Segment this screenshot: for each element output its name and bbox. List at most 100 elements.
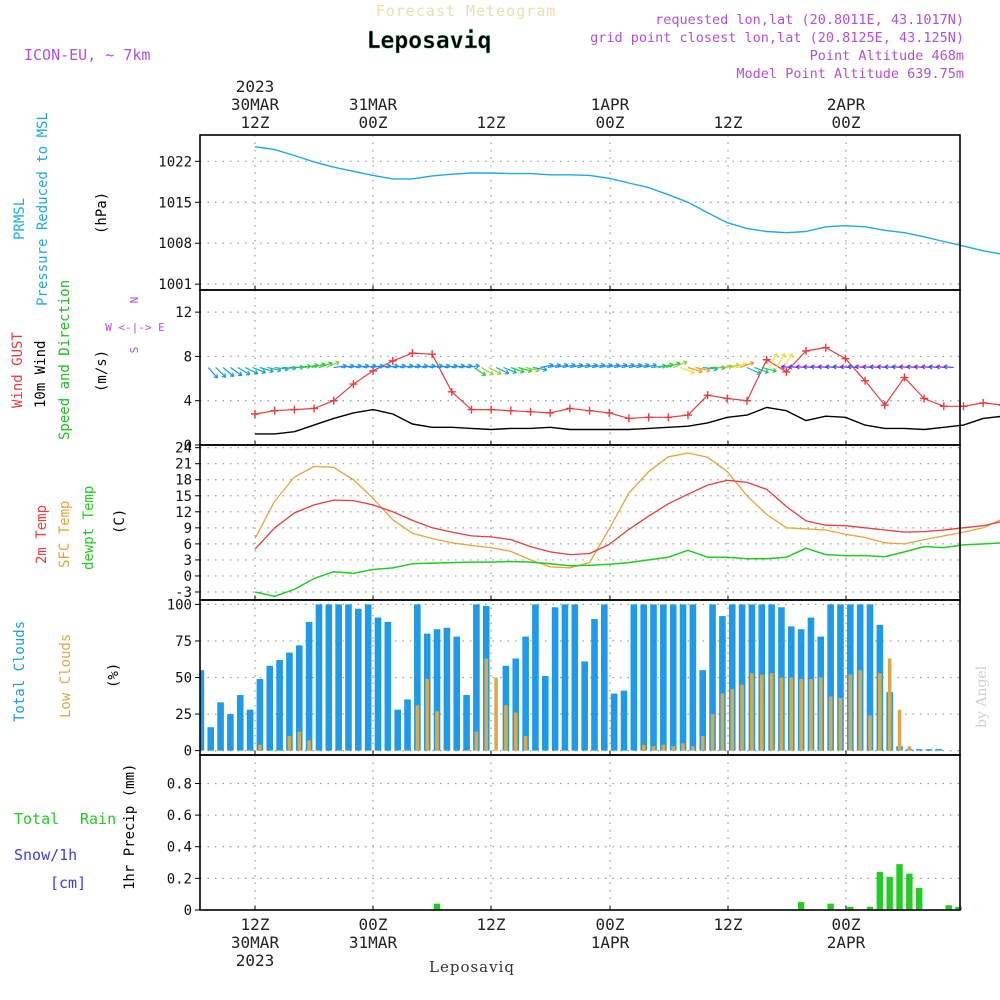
wind-arrow-head	[876, 364, 882, 370]
total-cloud-bar	[453, 636, 461, 751]
total-cloud-bar	[630, 604, 638, 751]
model-altitude: Model Point Altitude 639.75m	[736, 66, 964, 82]
total-cloud-bar	[610, 693, 618, 751]
wind-direction-arrow	[540, 364, 554, 369]
gust-marker	[979, 398, 988, 407]
model-label: ICON-EU, ~ 7km	[24, 46, 150, 64]
wind-direction-arrow	[518, 366, 532, 372]
total-cloud-bar	[601, 604, 608, 751]
wind-direction-arrow	[577, 364, 591, 369]
wind-direction-arrow	[385, 365, 399, 369]
low-cloud-bar	[504, 705, 508, 751]
low-cloud-bar	[878, 673, 882, 751]
wind-direction-arrow	[776, 353, 786, 368]
y-tick-label: 25	[175, 707, 192, 723]
wind-arrow-head	[773, 353, 778, 358]
low-cloud-bar	[730, 689, 735, 751]
total-cloud-bar	[679, 604, 687, 751]
total-cloud-bar	[532, 604, 539, 751]
credit-watermark: by Angel	[974, 665, 990, 728]
low-cloud-bar	[799, 678, 803, 751]
total-cloud-bar	[571, 604, 579, 751]
label-speed-direction: Speed and Direction	[57, 280, 73, 440]
gust-marker	[782, 367, 791, 376]
total-cloud-bar	[620, 690, 628, 751]
gust-marker	[565, 404, 574, 413]
panel-4: 0 25 50 75 100	[167, 597, 961, 760]
y-tick-label: 75	[175, 634, 192, 650]
top-hour-label-3: 12Z	[477, 113, 506, 132]
y-tick-label: 0	[184, 569, 192, 585]
wind-direction-arrow	[473, 367, 486, 376]
low-cloud-bar	[287, 735, 292, 751]
low-cloud-bar	[887, 658, 892, 751]
low-cloud-bar	[474, 731, 479, 751]
bottom-day-label-1: 30MAR	[231, 933, 280, 952]
bottom-hour-label-2: 00Z	[359, 915, 388, 934]
bottom-hour-label-1: 12Z	[241, 915, 270, 934]
wind-arrow-head	[269, 368, 274, 374]
wind-direction-arrow	[414, 365, 428, 369]
wind-line	[255, 406, 1000, 435]
low-cloud-bar	[838, 697, 843, 751]
wind-direction-arrow	[665, 362, 681, 369]
label-rain: Rain	[80, 810, 116, 828]
total-cloud-bar	[935, 749, 943, 751]
wind-arrow-head	[764, 369, 769, 375]
total-cloud-bar	[246, 709, 254, 751]
panel-5: 0 0.2 0.4 0.6 0.8	[167, 754, 962, 919]
bottom-time-axis: 12Z 30MAR 2023 00Z 31MAR 12Z 00Z 1APR 12…	[231, 915, 866, 970]
wind-arrow-head	[683, 360, 688, 366]
low-cloud-bar	[681, 743, 685, 751]
wind-arrow-head	[921, 364, 926, 370]
total-cloud-bar	[709, 604, 716, 751]
wind-direction-arrow	[252, 366, 266, 374]
wind-arrow-head	[891, 364, 896, 370]
wind-direction-arrow	[532, 366, 547, 371]
total-cloud-bar	[433, 629, 441, 751]
total-cloud-bar	[315, 604, 323, 751]
wind-direction-arrow	[444, 365, 458, 369]
low-cloud-bar	[710, 714, 715, 751]
wind-direction-arrow	[768, 353, 778, 368]
y-tick-label: 24	[175, 441, 192, 457]
gust-marker	[447, 387, 456, 396]
wind-direction-arrow	[614, 364, 628, 369]
gust-marker	[920, 394, 929, 403]
wind-direction-arrow	[599, 364, 613, 369]
gust-marker	[310, 404, 319, 413]
total-cloud-bar	[345, 604, 352, 751]
total-cloud-bar	[689, 604, 697, 751]
label-prmsl-unit: (hPa)	[94, 192, 110, 234]
low-cloud-bar	[494, 677, 498, 751]
total-cloud-bar	[404, 699, 411, 751]
bottom-day-label-6: 2APR	[827, 933, 866, 952]
rain-bar	[945, 905, 952, 910]
wind-arrow-head	[780, 364, 786, 370]
low-cloud-bar	[651, 746, 656, 751]
top-day-label-6: 2APR	[827, 95, 866, 114]
gust-marker	[959, 402, 968, 411]
label-wind-gust: Wind GUST	[10, 332, 26, 408]
y-tick-label: 0.8	[167, 776, 192, 792]
gust-marker	[644, 413, 653, 422]
label-temp-unit: (C)	[112, 509, 128, 534]
rain-bar	[797, 902, 805, 910]
wind-direction-arrow	[643, 364, 657, 369]
low-cloud-bar	[789, 677, 794, 751]
panel-frame	[199, 754, 961, 911]
wind-direction-arrow	[392, 365, 406, 369]
wind-arrow-head	[520, 368, 525, 374]
top-day-label-4: 1APR	[591, 95, 630, 114]
wind-arrow-head	[229, 372, 235, 378]
gust-line	[254, 347, 1000, 419]
low-cloud-bar	[307, 740, 311, 751]
point-altitude: Point Altitude 468m	[810, 48, 964, 64]
wind-direction-arrow	[355, 365, 369, 369]
rain-bar	[847, 906, 854, 910]
top-hour-label-2: 00Z	[359, 113, 388, 132]
y-tick-label: 0	[184, 903, 192, 919]
bottom-hour-label-4: 00Z	[596, 915, 625, 934]
gust-marker	[487, 405, 496, 414]
